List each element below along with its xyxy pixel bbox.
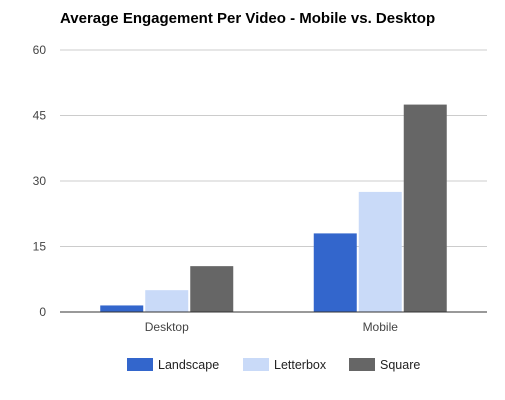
legend-swatch-letterbox <box>243 358 269 371</box>
bar-desktop-square <box>190 266 234 312</box>
bar-mobile-letterbox <box>358 191 402 312</box>
bar-mobile-square <box>403 104 447 312</box>
chart-title: Average Engagement Per Video - Mobile vs… <box>60 10 436 27</box>
y-tick-label-45: 45 <box>33 109 47 123</box>
y-tick-label-15: 15 <box>33 240 47 254</box>
y-tick-label-0: 0 <box>39 305 46 319</box>
bar-desktop-letterbox <box>145 290 189 312</box>
legend-label-letterbox: Letterbox <box>274 358 327 372</box>
x-tick-label-mobile: Mobile <box>363 320 399 334</box>
y-tick-label-30: 30 <box>33 174 47 188</box>
legend-label-square: Square <box>380 358 420 372</box>
y-tick-label-60: 60 <box>33 43 47 57</box>
legend-swatch-landscape <box>127 358 153 371</box>
bar-mobile-landscape <box>313 233 357 312</box>
legend-swatch-square <box>349 358 375 371</box>
x-tick-label-desktop: Desktop <box>145 320 189 334</box>
legend-label-landscape: Landscape <box>158 358 219 372</box>
bar-desktop-landscape <box>100 305 144 312</box>
